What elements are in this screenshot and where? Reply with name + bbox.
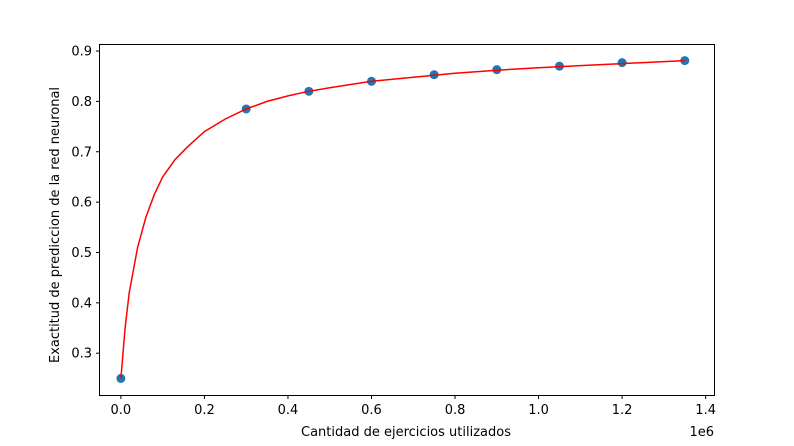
y-tick-label: 0.4 xyxy=(71,296,92,311)
data-point xyxy=(617,58,627,68)
series-layer xyxy=(116,56,690,383)
fit-line xyxy=(120,59,685,379)
x-axis-offset-label: 1e6 xyxy=(689,425,714,440)
x-tick-label: 0.4 xyxy=(278,403,299,418)
y-tick-label: 0.6 xyxy=(71,196,92,211)
x-tick-label: 1.2 xyxy=(612,403,633,418)
plot-frame xyxy=(99,44,715,396)
x-tick-label: 0.2 xyxy=(194,403,215,418)
x-tick-label: 0.0 xyxy=(111,403,132,418)
y-tick-label: 0.8 xyxy=(71,95,92,110)
y-tick-label: 0.9 xyxy=(71,45,92,60)
x-tick-label: 0.8 xyxy=(445,403,466,418)
x-axis-label: Cantidad de ejercicios utilizados xyxy=(301,425,511,440)
y-tick-label: 0.3 xyxy=(71,347,92,362)
x-tick-label: 1.4 xyxy=(695,403,716,418)
y-axis-label: Exactitud de prediccion de la red neuron… xyxy=(48,87,63,363)
x-tick-label: 0.6 xyxy=(361,403,382,418)
x-tick-label: 1.0 xyxy=(528,403,549,418)
y-tick-label: 0.5 xyxy=(71,246,92,261)
y-tick-label: 0.7 xyxy=(71,145,92,160)
x-axis-ticks: 0.0 0.2 0.4 0.6 0.8 1.0 1.2 1.4 xyxy=(111,395,716,418)
y-axis-ticks: 0.3 0.4 0.5 0.6 0.7 0.8 0.9 xyxy=(71,45,100,362)
